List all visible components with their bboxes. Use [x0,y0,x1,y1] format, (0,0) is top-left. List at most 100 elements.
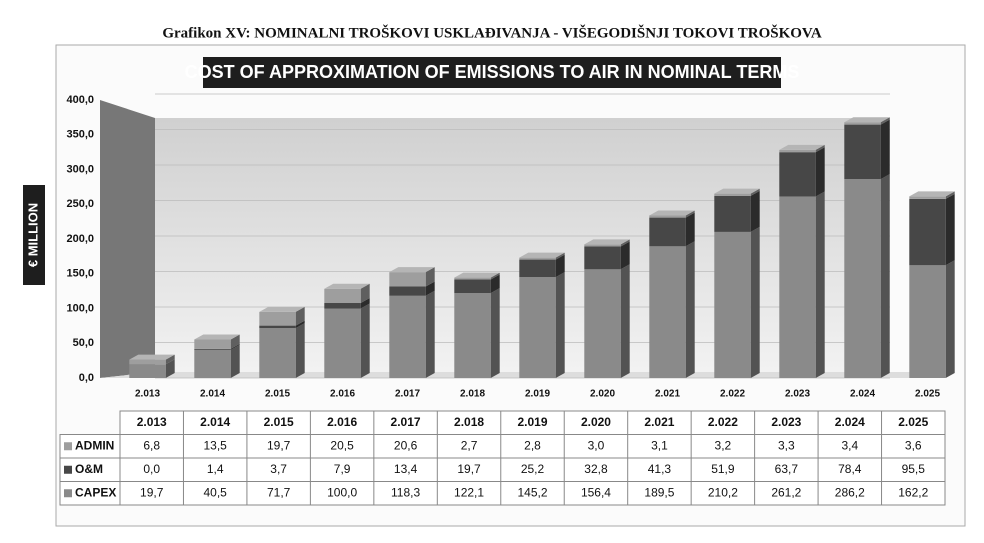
chart-title: COST OF APPROXIMATION OF EMISSIONS TO AI… [185,62,800,82]
bar-top [779,144,825,150]
y-label-box [23,185,45,285]
bar-top [584,239,630,245]
table-cell: 95,5 [902,462,926,476]
legend-label: ADMIN [75,438,114,452]
bar-segment [844,122,881,125]
bar-segment [714,231,751,378]
bar-segment [389,272,426,287]
bar-top [389,267,435,273]
table-cell: 13,5 [204,438,228,452]
table-cell: 20,5 [330,438,354,452]
x-tick-label: 2.025 [915,389,940,400]
bar-top [129,354,175,360]
y-tick-label: 50,0 [73,337,94,349]
table-cell: 1,4 [207,462,224,476]
table-header: 2.018 [454,415,484,429]
legend-swatch [64,442,72,451]
bar-side [295,323,305,378]
table-cell: 41,3 [648,462,672,476]
table-cell: 3,7 [270,462,287,476]
bar-segment [324,303,361,309]
table-cell: 19,7 [457,462,481,476]
bar-segment [259,311,296,326]
table-header: 2.022 [708,415,738,429]
table-cell: 156,4 [581,485,611,499]
bar-segment [194,339,231,349]
table-cell: 2,8 [524,438,541,452]
bar-side [360,283,370,304]
table-row [59,481,946,506]
bar-segment [584,246,621,270]
table-header: 2.021 [644,415,674,429]
bar-segment [714,193,751,196]
y-tick-label: 0,0 [79,372,94,384]
bar-top [324,283,370,289]
bar-side [295,320,305,329]
bar-segment [779,149,816,153]
bar-side [685,212,695,247]
x-tick-label: 2.017 [395,389,420,400]
bar-segment [584,269,621,378]
legend-label: O&M [75,462,103,476]
table-cell: 0,0 [143,462,160,476]
table-cell: 20,6 [394,438,418,452]
bar-top [649,210,695,216]
table-cell: 3,4 [841,438,858,452]
table-header: 2.019 [517,415,547,429]
table-cell: 63,7 [775,462,799,476]
bar-segment [259,328,296,378]
bar-side [815,147,825,197]
bar-segment [779,152,816,197]
y-tick-label: 150,0 [66,268,94,280]
table-cell: 3,3 [778,438,795,452]
bar-top [519,252,565,258]
bar-side [165,359,175,378]
bar-segment [649,246,686,378]
bar-segment [909,198,946,266]
table-header: 2.020 [581,415,611,429]
table-header: 2.016 [327,415,357,429]
table-row [59,457,946,482]
table-cell: 25,2 [521,462,545,476]
bar-segment [519,277,556,378]
y-tick-label: 250,0 [66,198,94,210]
bar-segment [844,124,881,180]
table-cell: 19,7 [267,438,291,452]
table-cell: 13,4 [394,462,418,476]
bar-segment [389,295,426,378]
bar-side [815,191,825,378]
bar-segment [454,279,491,294]
y-tick-label: 400,0 [66,94,94,106]
bar-side [880,174,890,378]
bar-segment [649,215,686,218]
bar-top [454,272,500,278]
side-wall [100,100,155,378]
x-tick-label: 2.016 [330,389,355,400]
bar-side [880,117,890,125]
bar-top [259,306,305,312]
table-cell: 19,7 [140,485,164,499]
table-cell: 100,0 [327,485,357,499]
table-header: 2.024 [835,415,865,429]
bar-segment [519,257,556,260]
bar-segment [324,288,361,304]
y-tick-label: 300,0 [66,163,94,175]
bar-side [750,226,760,378]
bar-side [945,191,955,199]
bar-side [620,239,630,247]
bar-side [620,264,630,378]
bar-side [230,334,240,349]
bar-side [880,119,890,180]
bar-side [425,290,435,378]
bar-segment [909,196,946,199]
x-tick-label: 2.014 [200,389,225,400]
bar-side [295,306,305,326]
bar-segment [324,308,361,378]
table-cell: 3,1 [651,438,668,452]
table-cell: 3,6 [905,438,922,452]
legend-label: CAPEX [75,485,116,499]
table-cell: 71,7 [267,485,291,499]
x-tick-label: 2.023 [785,389,810,400]
x-tick-label: 2.018 [460,389,485,400]
